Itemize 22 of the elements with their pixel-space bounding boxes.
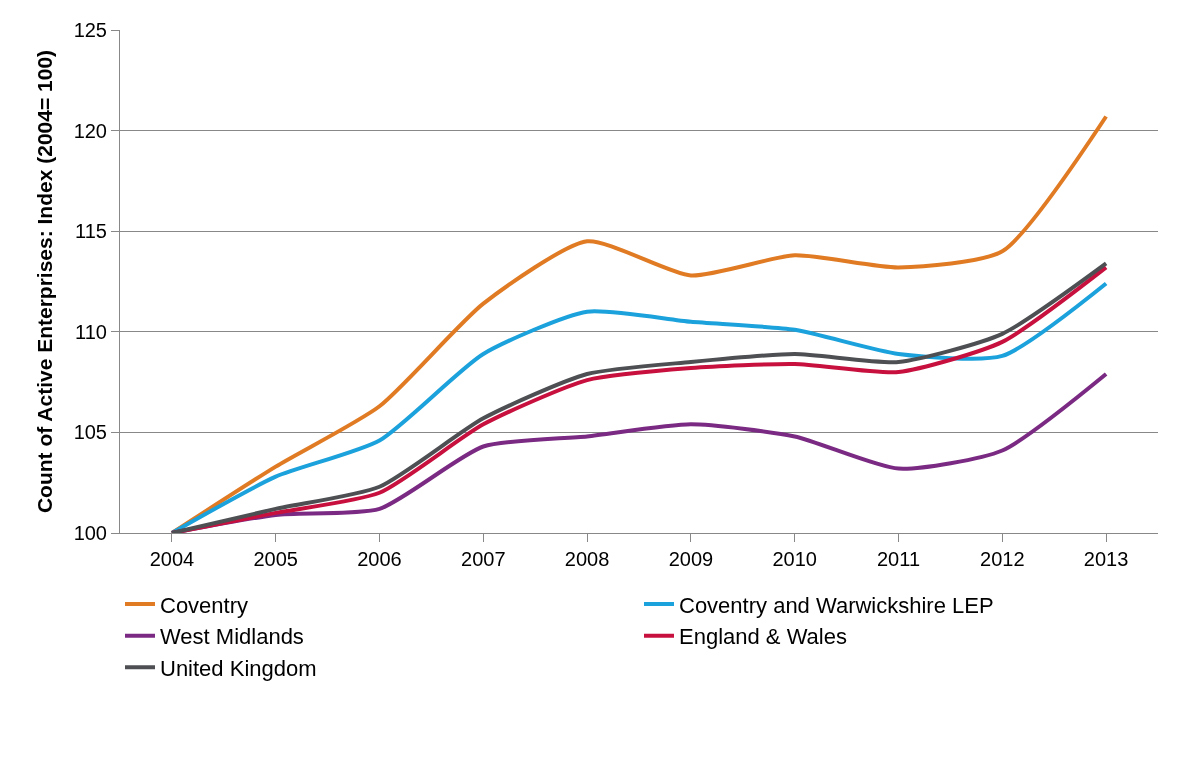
y-tick-label: 100 [73,522,107,544]
legend-label: Coventry and Warwickshire LEP [679,592,994,618]
x-tick-label: 2004 [149,548,195,570]
x-tick-label: 2009 [668,548,714,570]
y-tick-label: 115 [75,220,107,243]
y-tick-label: 120 [73,119,107,142]
y-axis-title: Count of Active Enterprises: Index (2004= 100) [32,49,56,514]
x-tick-label: 2006 [357,548,402,570]
legend-label: England & Wales [679,624,847,650]
x-tick-label: 2012 [980,548,1025,570]
legend-label: United Kingdom [160,655,317,681]
legend-label: Coventry [160,592,249,618]
y-tick-label: 105 [73,421,107,444]
y-tick-label: 110 [75,320,107,343]
x-tick-label: 2005 [253,548,298,570]
y-tick-label: 125 [73,19,107,41]
x-tick-label: 2011 [876,548,921,570]
x-tick-label: 2013 [1083,548,1129,570]
x-tick-label: 2007 [461,548,506,570]
legend-label: West Midlands [160,624,304,650]
x-tick-label: 2008 [564,548,610,570]
x-tick-label: 2010 [772,548,817,570]
